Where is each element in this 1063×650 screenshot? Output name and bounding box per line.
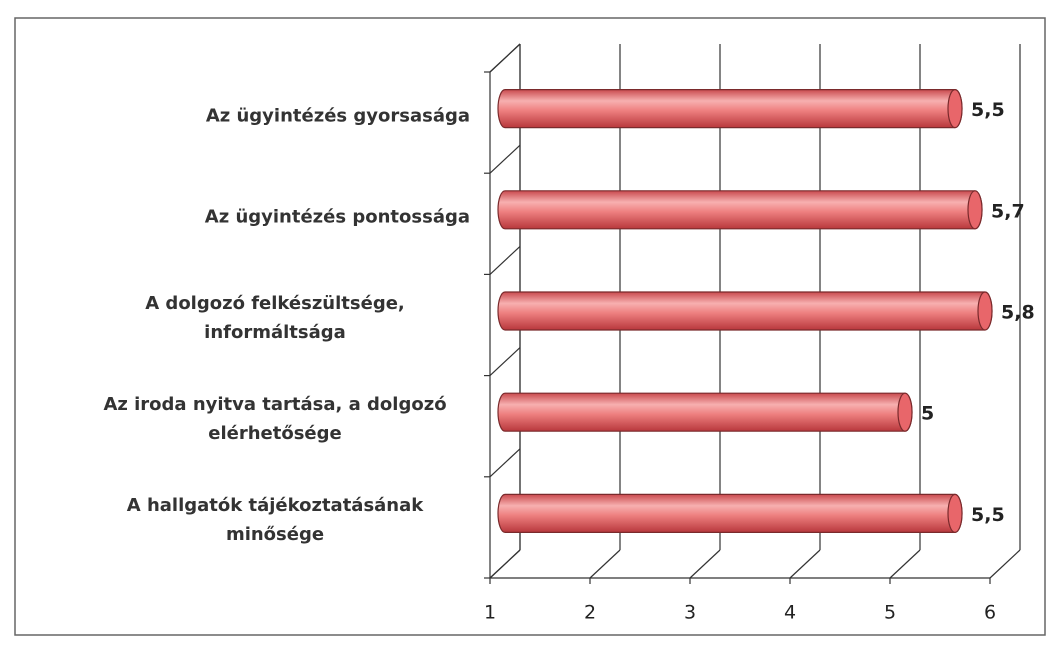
bar	[497, 392, 913, 432]
floor-line	[489, 448, 521, 478]
category-text: A hallgatók tájékoztatásának minősége	[126, 495, 424, 546]
category-label: Az ügyintézés pontossága	[10, 203, 470, 232]
bar-cap	[947, 88, 963, 129]
value-label: 5,5	[971, 504, 1005, 526]
bar-cap	[897, 392, 913, 432]
floor-line	[489, 144, 521, 174]
floor-grid-line	[889, 549, 921, 579]
bar-cap	[977, 291, 993, 331]
bar	[497, 493, 963, 533]
bar	[497, 89, 963, 129]
floor-line	[489, 245, 521, 275]
category-text: Az iroda nyitva tartása, a dolgozó elérh…	[103, 394, 447, 445]
value-label: 5,7	[991, 200, 1025, 222]
x-tick-label: 6	[984, 602, 996, 624]
category-label: Az iroda nyitva tartása, a dolgozó elérh…	[10, 391, 470, 449]
x-tick-label: 2	[584, 602, 596, 624]
x-tick-label: 4	[784, 602, 796, 624]
floor-line	[489, 347, 521, 377]
floor-grid-line	[589, 549, 621, 579]
value-label: 5,5	[971, 99, 1005, 121]
floor-line	[489, 43, 521, 73]
category-label: A hallgatók tájékoztatásának minősége	[10, 493, 470, 551]
value-label: 5,8	[1001, 302, 1035, 324]
category-label: A dolgozó felkészültsége, informáltsága	[10, 290, 470, 348]
bar	[497, 291, 993, 331]
category-text: Az ügyintézés gyorsasága	[205, 105, 470, 127]
floor-grid-line	[489, 549, 521, 579]
bar-cap	[967, 190, 983, 230]
bar-cap	[947, 493, 963, 534]
x-tick-label: 5	[884, 602, 896, 624]
floor-grid-line	[689, 549, 721, 579]
floor-grid-line	[789, 549, 821, 579]
category-text: A dolgozó felkészültsége, informáltsága	[145, 293, 405, 343]
x-tick-label: 1	[484, 602, 496, 624]
value-label: 5	[921, 403, 934, 425]
bar	[497, 190, 983, 230]
x-tick-label: 3	[684, 602, 696, 624]
floor-grid-line	[989, 549, 1021, 579]
category-label: Az ügyintézés gyorsasága	[10, 102, 470, 131]
category-text: Az ügyintézés pontossága	[204, 206, 470, 228]
frame	[14, 17, 1046, 636]
